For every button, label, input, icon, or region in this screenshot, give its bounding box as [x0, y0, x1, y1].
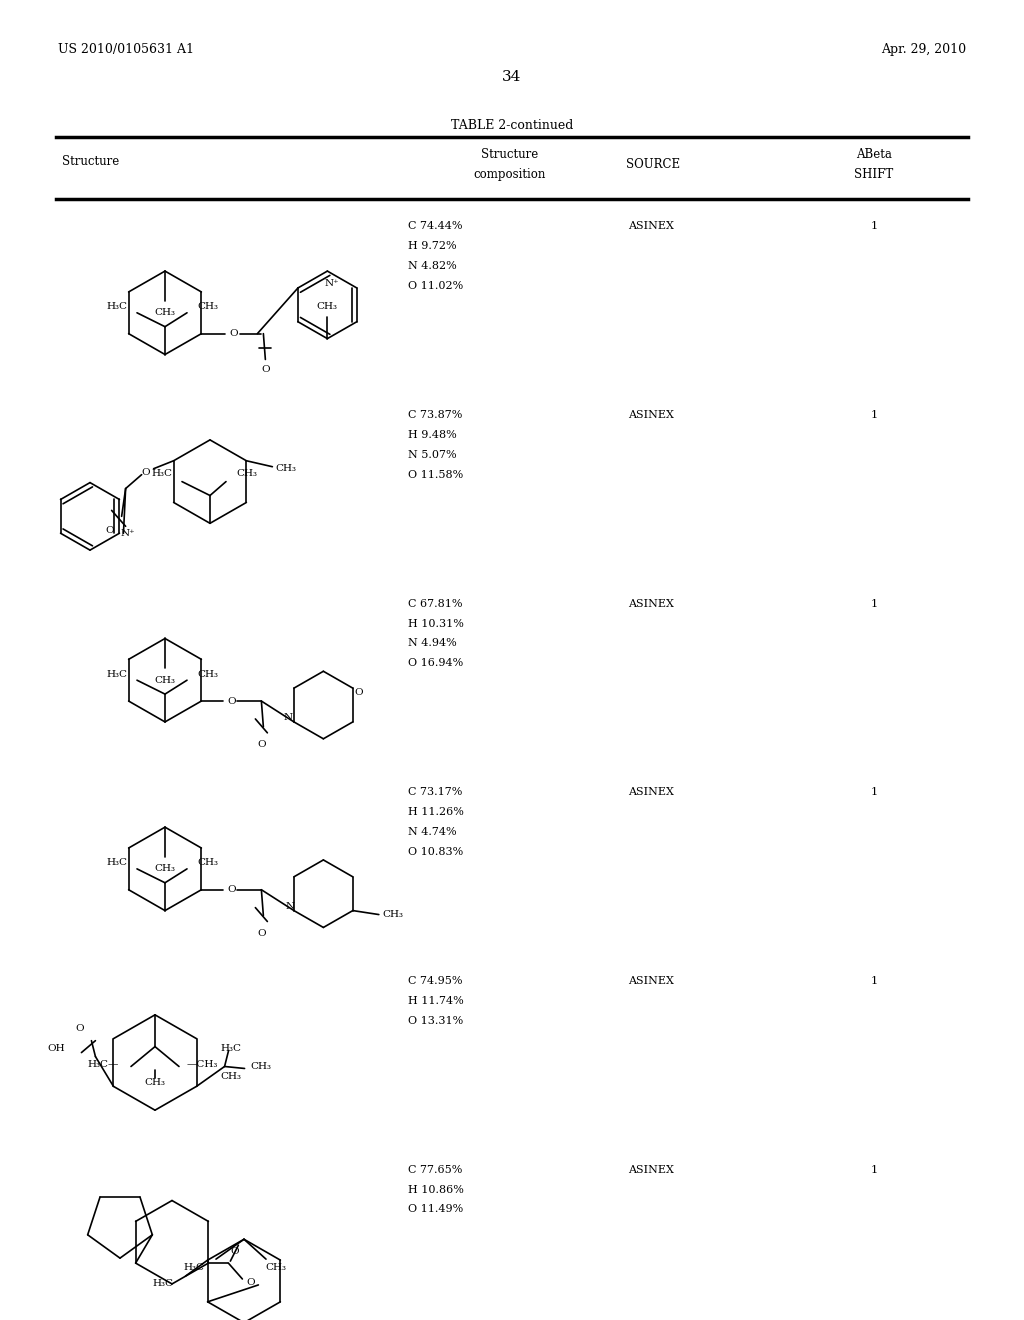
Text: H 9.48%: H 9.48%: [408, 430, 457, 440]
Text: N 4.82%: N 4.82%: [408, 261, 457, 271]
Text: 1: 1: [870, 599, 878, 609]
Text: C 67.81%: C 67.81%: [408, 599, 463, 609]
Text: C 74.95%: C 74.95%: [408, 975, 463, 986]
Text: CH₃: CH₃: [144, 1078, 166, 1086]
Text: O: O: [257, 929, 265, 939]
Text: ASINEX: ASINEX: [628, 411, 674, 420]
Text: O: O: [257, 741, 265, 750]
Text: —CH₃: —CH₃: [187, 1060, 218, 1069]
Text: C 73.17%: C 73.17%: [408, 788, 463, 797]
Text: CH₃: CH₃: [251, 1063, 271, 1071]
Text: C 73.87%: C 73.87%: [408, 411, 463, 420]
Text: O 10.83%: O 10.83%: [408, 847, 463, 857]
Text: N 5.07%: N 5.07%: [408, 450, 457, 459]
Text: O: O: [261, 364, 269, 374]
Text: ASINEX: ASINEX: [628, 1164, 674, 1175]
Text: OH: OH: [48, 1044, 66, 1053]
Text: O: O: [75, 1024, 84, 1034]
Text: CH₃: CH₃: [265, 1262, 287, 1271]
Text: ASINEX: ASINEX: [628, 599, 674, 609]
Text: H 11.26%: H 11.26%: [408, 808, 464, 817]
Text: N: N: [284, 713, 293, 722]
Text: CH₃: CH₃: [275, 465, 297, 473]
Text: O: O: [230, 1246, 239, 1255]
Text: ASINEX: ASINEX: [628, 788, 674, 797]
Text: US 2010/0105631 A1: US 2010/0105631 A1: [58, 44, 194, 57]
Text: CH₃: CH₃: [197, 302, 218, 312]
Text: O 11.58%: O 11.58%: [408, 470, 463, 479]
Text: 1: 1: [870, 222, 878, 231]
Text: H₃C: H₃C: [183, 1262, 204, 1271]
Text: O: O: [227, 886, 236, 894]
Text: 1: 1: [870, 411, 878, 420]
Text: O: O: [141, 469, 150, 477]
Text: O 13.31%: O 13.31%: [408, 1016, 463, 1026]
Text: H₃C: H₃C: [220, 1044, 241, 1053]
Text: 34: 34: [503, 70, 521, 84]
Text: H₃C: H₃C: [106, 302, 127, 312]
Text: N⁺: N⁺: [120, 529, 135, 537]
Text: O: O: [354, 688, 364, 697]
Text: O: O: [105, 525, 114, 535]
Text: composition: composition: [474, 168, 546, 181]
Text: N 4.74%: N 4.74%: [408, 828, 457, 837]
Text: C 77.65%: C 77.65%: [408, 1164, 463, 1175]
Text: ABeta: ABeta: [856, 148, 892, 161]
Text: O: O: [246, 1279, 255, 1287]
Text: 1: 1: [870, 1164, 878, 1175]
Text: O: O: [227, 697, 236, 706]
Text: H₃C—: H₃C—: [88, 1060, 119, 1069]
Text: O 16.94%: O 16.94%: [408, 659, 463, 668]
Text: CH₃: CH₃: [197, 669, 218, 678]
Text: O: O: [229, 329, 238, 338]
Text: N: N: [286, 902, 295, 911]
Text: H 10.86%: H 10.86%: [408, 1184, 464, 1195]
Text: H₃C: H₃C: [106, 669, 127, 678]
Text: ASINEX: ASINEX: [628, 975, 674, 986]
Text: N⁺: N⁺: [324, 279, 339, 288]
Text: 1: 1: [870, 788, 878, 797]
Text: SOURCE: SOURCE: [626, 158, 680, 172]
Text: CH₃: CH₃: [382, 909, 403, 919]
Text: Apr. 29, 2010: Apr. 29, 2010: [881, 44, 966, 57]
Text: SHIFT: SHIFT: [854, 168, 894, 181]
Text: CH₃: CH₃: [197, 858, 218, 867]
Text: C 74.44%: C 74.44%: [408, 222, 463, 231]
Text: Structure: Structure: [62, 156, 119, 169]
Text: H₃C: H₃C: [106, 858, 127, 867]
Text: CH₃: CH₃: [155, 676, 175, 685]
Text: CH₃: CH₃: [220, 1072, 241, 1081]
Text: H₃C: H₃C: [151, 469, 172, 478]
Text: O 11.02%: O 11.02%: [408, 281, 463, 290]
Text: Structure: Structure: [481, 148, 539, 161]
Text: N 4.94%: N 4.94%: [408, 639, 457, 648]
Text: TABLE 2-continued: TABLE 2-continued: [451, 119, 573, 132]
Text: H 11.74%: H 11.74%: [408, 997, 464, 1006]
Text: CH₃: CH₃: [155, 865, 175, 874]
Text: H 9.72%: H 9.72%: [408, 242, 457, 251]
Text: H₃C: H₃C: [153, 1279, 174, 1288]
Text: ASINEX: ASINEX: [628, 222, 674, 231]
Text: CH₃: CH₃: [155, 309, 175, 317]
Text: O 11.49%: O 11.49%: [408, 1204, 463, 1214]
Text: CH₃: CH₃: [236, 469, 257, 478]
Text: H 10.31%: H 10.31%: [408, 619, 464, 628]
Text: CH₃: CH₃: [316, 302, 338, 312]
Text: 1: 1: [870, 975, 878, 986]
